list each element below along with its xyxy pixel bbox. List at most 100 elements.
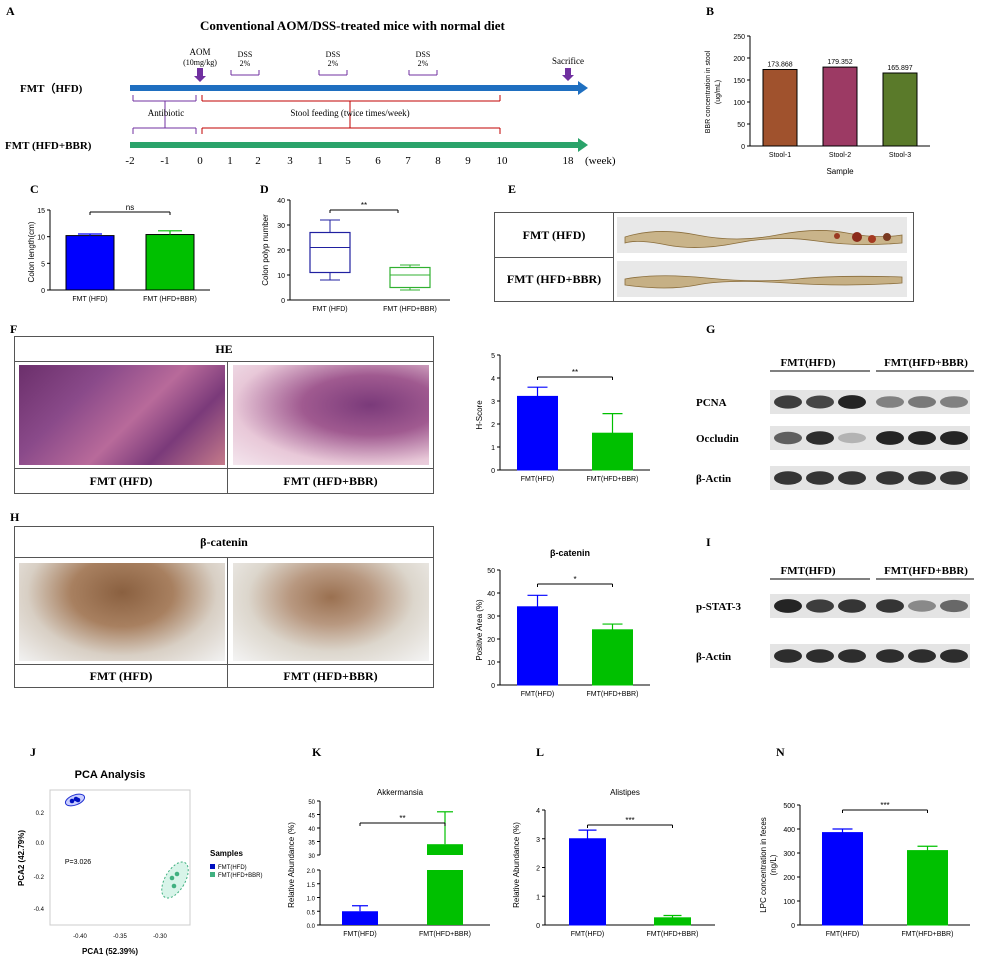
legend-swatch-bbr [210, 872, 215, 877]
y-axis-unit: (ug/mL) [715, 80, 722, 104]
y-tick-label: 2.0 [307, 869, 316, 875]
cluster-bbr [161, 861, 189, 899]
ihc-label-bbr: FMT (HFD+BBR) [283, 668, 378, 683]
significance-marker: * [573, 575, 576, 584]
panel-letter-i: I [706, 535, 711, 549]
blot-band [940, 396, 968, 408]
bar [517, 606, 558, 686]
y-tick-label: 1.0 [307, 897, 316, 903]
hfd-arrow-shaft [130, 85, 578, 91]
y-tick-label: 300 [783, 851, 795, 858]
y-tick-label: -0.4 [34, 907, 45, 913]
x-tick-label: FMT(HFD) [826, 931, 859, 938]
week-tick-label: 18 [563, 155, 575, 167]
x-tick-label: FMT(HFD+BBR) [587, 476, 639, 483]
bar [145, 234, 195, 291]
colon-photo-hfd [617, 217, 907, 253]
y-axis-label: Relative Abundance (%) [287, 822, 296, 908]
blot-band [806, 471, 834, 485]
akkermansia-chart: Akkermansia 0.0 0.5 1.0 1.5 2.0 30 35 40 45 50 ** FM… [287, 788, 490, 938]
he-image-hfd [19, 365, 225, 465]
x-tick-label: FMT (HFD) [72, 296, 107, 303]
blot-band [908, 600, 936, 612]
positive-area-chart: β-catenin 0 10 20 30 40 50 FMT(HFD) FMT(HFD+BBR)… [475, 548, 650, 698]
y-axis-label: LPC concentration in feces [759, 817, 768, 913]
western-blot-i: FMT(HFD) FMT(HFD+BBR) p-STAT-3 β-Actin [690, 560, 980, 675]
y-tick-label: 0 [741, 144, 745, 151]
blot-band [838, 471, 866, 485]
blot-band [806, 599, 834, 613]
bbr-arrow-head [578, 138, 588, 152]
y-tick-label: 40 [308, 827, 315, 833]
week-tick-label: 5 [345, 155, 351, 167]
bar [822, 832, 863, 926]
y-tick-label: 0.0 [36, 841, 45, 847]
y-tick-label: 30 [487, 614, 495, 621]
panel-letter-a: A [6, 4, 15, 18]
week-tick-label: 0 [197, 155, 203, 167]
colon-polyp-chart: 0 10 20 30 40 FMT (HFD) FMT (HFD+BBR) ** Colon p… [261, 198, 450, 313]
blot-protein-label: β-Actin [696, 651, 731, 663]
y-tick-label: 40 [277, 198, 285, 205]
panel-letter-b: B [706, 4, 715, 18]
x-tick-label: FMT(HFD) [571, 931, 604, 938]
y-tick-label: 1 [536, 894, 540, 901]
h-score-chart: 0 1 2 3 4 5 FMT(HFD) FMT(HFD+BBR) ** H-Score [475, 353, 650, 483]
y-tick-label: 10 [37, 235, 45, 242]
week-tick-label: 1 [227, 155, 233, 167]
y-tick-label: 0 [41, 288, 45, 295]
y-tick-label: 0.0 [307, 924, 316, 930]
x-axis-label: PCA1 (52.39%) [82, 947, 138, 956]
x-tick-label: -0.40 [73, 934, 87, 940]
y-tick-label: 0 [536, 923, 540, 930]
colon-photo-frame: FMT (HFD) FMT (HFD+BBR) [494, 212, 914, 302]
blot-band [908, 396, 936, 408]
week-tick-label: -1 [160, 155, 169, 167]
y-tick-label: 0 [281, 298, 285, 305]
week-unit-label: (week) [585, 155, 616, 167]
pca-chart: PCA Analysis 0.2 0.0 -0.2 -0.4 -0.40 -0.35 -0.3… [17, 769, 263, 956]
data-label: 179.352 [827, 59, 852, 66]
beta-catenin-image-frame: β-catenin FMT (HFD) FMT (HFD+BBR) [14, 526, 434, 688]
y-axis-label: BBR concentration in stool [705, 50, 712, 133]
panel-letter-c: C [30, 182, 39, 196]
he-label-hfd: FMT (HFD) [89, 473, 153, 488]
aom-dose-label: (10mg/kg) [183, 58, 217, 67]
chart-title: β-catenin [550, 548, 590, 558]
blot-band [806, 431, 834, 445]
panel-letter-j: J [30, 745, 36, 759]
panel-letter-g: G [706, 322, 716, 336]
y-tick-label: 20 [277, 248, 285, 255]
blot-band [806, 649, 834, 663]
colon-row-label-hfd: FMT (HFD) [522, 227, 586, 242]
y-axis-label: PCA2 (42.79%) [17, 830, 26, 886]
bar [822, 66, 858, 147]
y-tick-label: 250 [733, 34, 745, 41]
antibiotic-label: Antibiotic [148, 108, 185, 118]
week-tick-label: 9 [465, 155, 471, 167]
data-label: 173.868 [767, 61, 792, 68]
dss-3-label: DSS [416, 50, 431, 59]
colon-length-chart: 0 5 10 15 FMT (HFD) FMT (HFD+BBR) ns Colon leng… [27, 203, 210, 303]
row-label-bbr: FMT (HFD+BBR) [5, 140, 92, 152]
panel-a-title: Conventional AOM/DSS-treated mice with n… [200, 18, 505, 33]
row-label-hfd: FMT（HFD) [20, 82, 83, 95]
point-bbr [171, 883, 177, 889]
y-tick-label: 30 [277, 223, 285, 230]
blot-membrane [770, 644, 970, 668]
aom-arrow [194, 68, 206, 82]
y-tick-label: 100 [783, 899, 795, 906]
legend-title: Samples [210, 849, 243, 858]
blot-group-label: FMT(HFD) [781, 357, 836, 369]
sacrifice-label: Sacrifice [552, 56, 584, 66]
blot-protein-label: PCNA [696, 397, 727, 409]
y-tick-label: 5 [491, 353, 495, 360]
x-tick-label: FMT(HFD) [521, 476, 554, 483]
x-tick-label: Stool-2 [829, 152, 851, 159]
blot-band [774, 431, 802, 445]
panel-letter-e: E [508, 182, 517, 196]
blot-membrane [770, 466, 970, 490]
he-title: HE [215, 341, 233, 356]
x-tick-label: Stool-1 [769, 152, 791, 159]
western-blot-g: FMT(HFD) FMT(HFD+BBR) PCNA Occludin β-Actin [690, 350, 980, 500]
